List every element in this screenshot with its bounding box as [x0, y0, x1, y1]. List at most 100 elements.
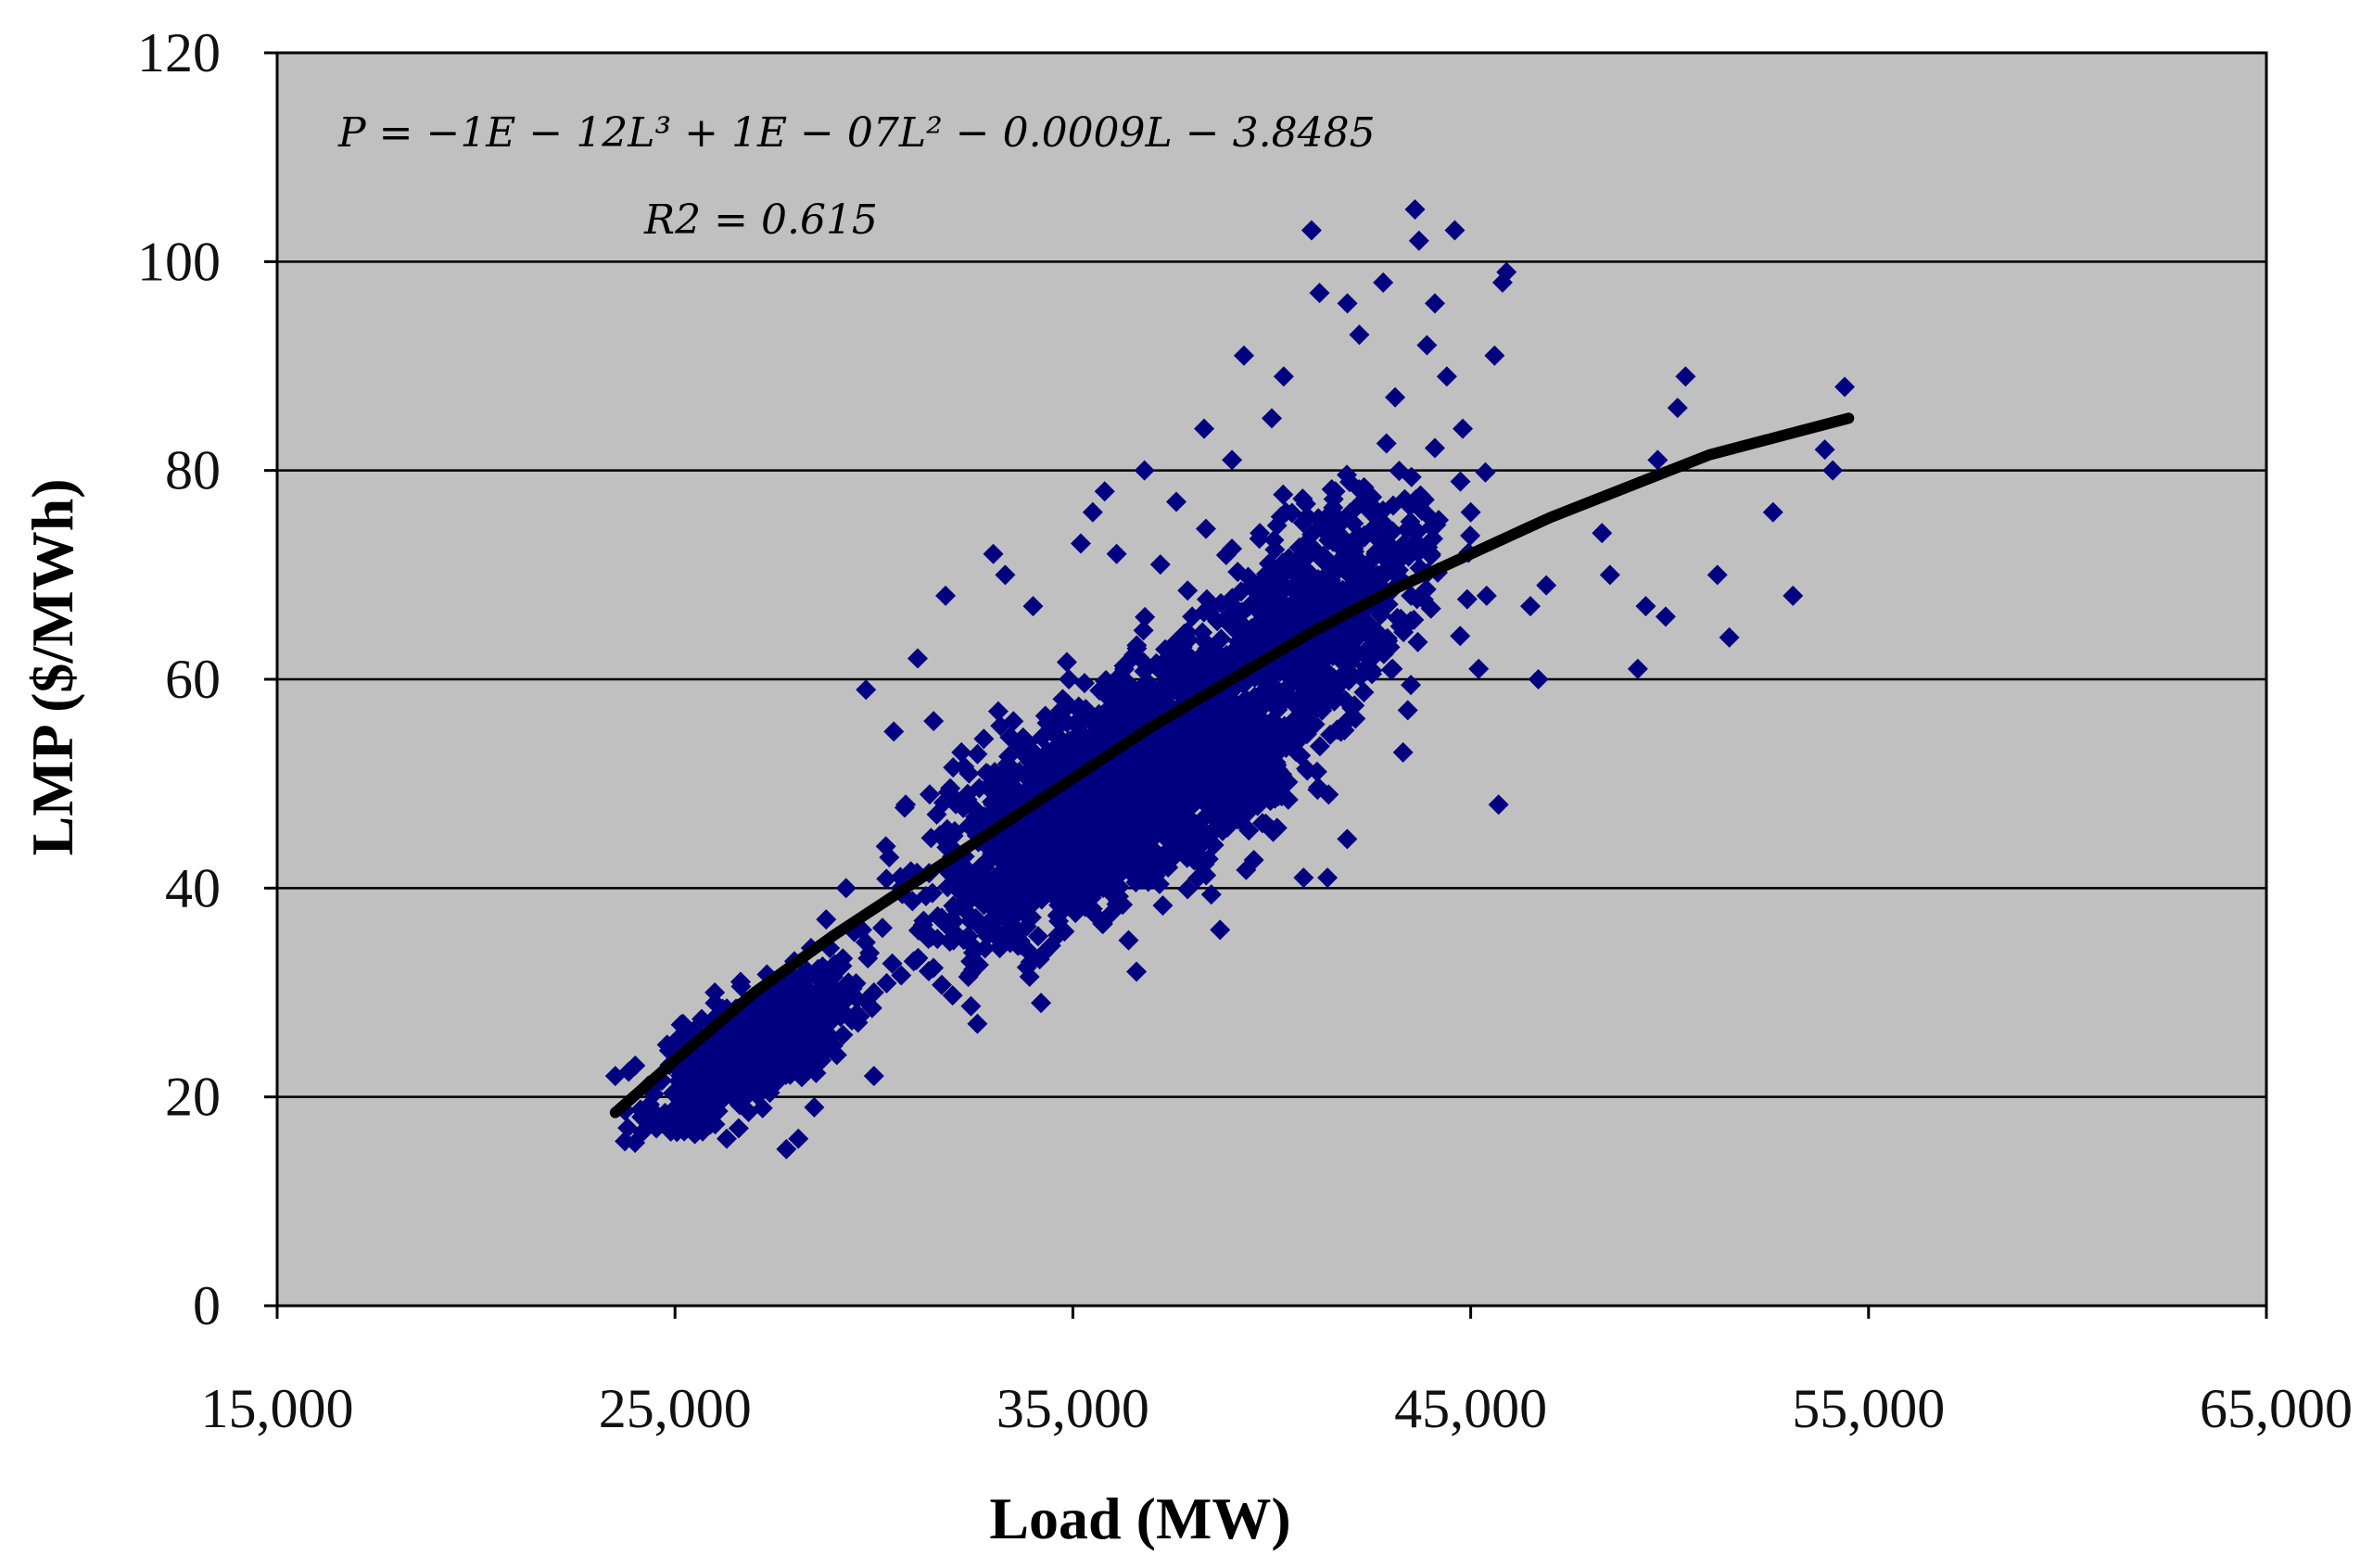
- cloud-point: [1302, 538, 1324, 560]
- cloud-point: [1330, 721, 1351, 742]
- data-point-60: [1361, 638, 1382, 659]
- cloud-point: [740, 1079, 761, 1100]
- cloud-point: [1148, 873, 1170, 894]
- cloud-point: [1200, 884, 1222, 905]
- scatter-points: [604, 199, 1856, 1159]
- cloud-point: [1340, 552, 1362, 574]
- cloud-point: [1225, 733, 1247, 754]
- data-point-78: [1519, 596, 1541, 617]
- cloud-point: [1421, 516, 1442, 537]
- cloud-point: [891, 965, 912, 986]
- data-point-20: [875, 836, 896, 857]
- cloud-point: [967, 743, 988, 765]
- cloud-point: [1382, 495, 1403, 516]
- data-point-8: [728, 1118, 749, 1139]
- cloud-point: [1400, 496, 1421, 517]
- data-point-72: [1468, 658, 1490, 679]
- cloud-point: [1017, 732, 1038, 753]
- cloud-point: [1080, 782, 1101, 803]
- cloud-point: [1197, 638, 1218, 659]
- cloud-point: [1362, 664, 1383, 685]
- cloud-point: [1054, 921, 1075, 942]
- data-point-85: [1647, 449, 1669, 471]
- cloud-point: [1006, 899, 1027, 920]
- cloud-point: [1288, 694, 1309, 715]
- data-point-49: [1250, 523, 1271, 544]
- cloud-point: [1309, 736, 1330, 757]
- cloud-point: [943, 895, 964, 917]
- cloud-point: [973, 728, 995, 750]
- data-point-101: [983, 898, 1004, 919]
- cloud-point: [812, 956, 833, 978]
- cloud-point: [1133, 800, 1154, 821]
- cloud-point: [1285, 589, 1306, 611]
- cloud-point: [832, 1024, 854, 1045]
- cloud-point: [1027, 926, 1048, 947]
- data-point-23: [907, 648, 929, 669]
- cloud-point: [1326, 688, 1347, 709]
- cloud-point: [1195, 704, 1216, 726]
- cloud-point: [1148, 801, 1170, 822]
- x-axis-title: Load (MW): [989, 1486, 1290, 1551]
- cloud-point: [882, 953, 903, 974]
- cloud-point: [615, 1131, 636, 1152]
- cloud-point: [1322, 576, 1343, 598]
- cloud-point: [1116, 653, 1137, 675]
- cloud-point: [1217, 769, 1238, 790]
- cloud-point: [1307, 779, 1328, 801]
- cloud-point: [1376, 433, 1397, 454]
- cloud-point: [962, 942, 983, 963]
- cloud-point: [1301, 524, 1323, 545]
- cloud-point: [1093, 867, 1114, 889]
- data-point-100: [1022, 878, 1044, 899]
- data-point-7: [716, 1128, 737, 1149]
- data-point-88: [1675, 366, 1696, 387]
- data-point-119: [943, 826, 964, 846]
- data-point-27: [967, 1013, 988, 1034]
- data-point-5: [688, 1086, 709, 1107]
- cloud-point: [1191, 736, 1212, 757]
- cloud-point: [1047, 809, 1068, 830]
- cloud-point: [796, 968, 818, 990]
- cloud-point: [1389, 461, 1410, 482]
- cloud-point: [936, 915, 958, 936]
- cloud-point: [1155, 691, 1176, 713]
- data-point-102: [943, 929, 964, 951]
- cloud-point: [1185, 765, 1206, 786]
- data-point-18: [856, 679, 877, 701]
- data-point-6: [704, 982, 726, 1003]
- data-point-93: [1814, 439, 1835, 461]
- trend-line-group: [609, 412, 1855, 1119]
- y-axis-title: LMP ($/MWh): [19, 478, 85, 855]
- cloud-point: [872, 917, 894, 939]
- data-point-84: [1635, 596, 1656, 617]
- cloud-point: [1152, 895, 1174, 917]
- data-point-34: [1059, 669, 1080, 689]
- cloud-point: [1300, 668, 1321, 689]
- cloud-point: [999, 727, 1021, 748]
- cloud-point: [1306, 761, 1327, 782]
- data-point-96: [1201, 752, 1223, 774]
- data-point-42: [1149, 554, 1171, 575]
- cloud-point: [1318, 550, 1339, 572]
- cloud-point: [1192, 622, 1213, 643]
- trend-equation: P = −1E − 12L³ + 1E − 07L² − 0.0009L − 3…: [337, 109, 1376, 157]
- cloud-point: [1234, 622, 1255, 643]
- cloud-point: [710, 1050, 731, 1071]
- data-point-43: [1165, 491, 1186, 512]
- cloud-point: [1007, 922, 1028, 943]
- x-tick-label: 45,000: [1394, 1378, 1547, 1439]
- data-point-112: [1420, 543, 1441, 564]
- data-point-29: [995, 564, 1016, 586]
- cloud-point: [1410, 485, 1431, 506]
- cloud-point: [692, 1120, 714, 1142]
- data-point-111: [1401, 585, 1422, 606]
- cloud-point: [1337, 828, 1358, 850]
- data-point-36: [1082, 501, 1103, 523]
- y-tick-label: 40: [165, 857, 221, 918]
- cloud-point: [1090, 847, 1111, 868]
- cloud-point: [1032, 859, 1053, 880]
- cloud-point: [1388, 560, 1409, 581]
- cloud-point: [1292, 512, 1313, 533]
